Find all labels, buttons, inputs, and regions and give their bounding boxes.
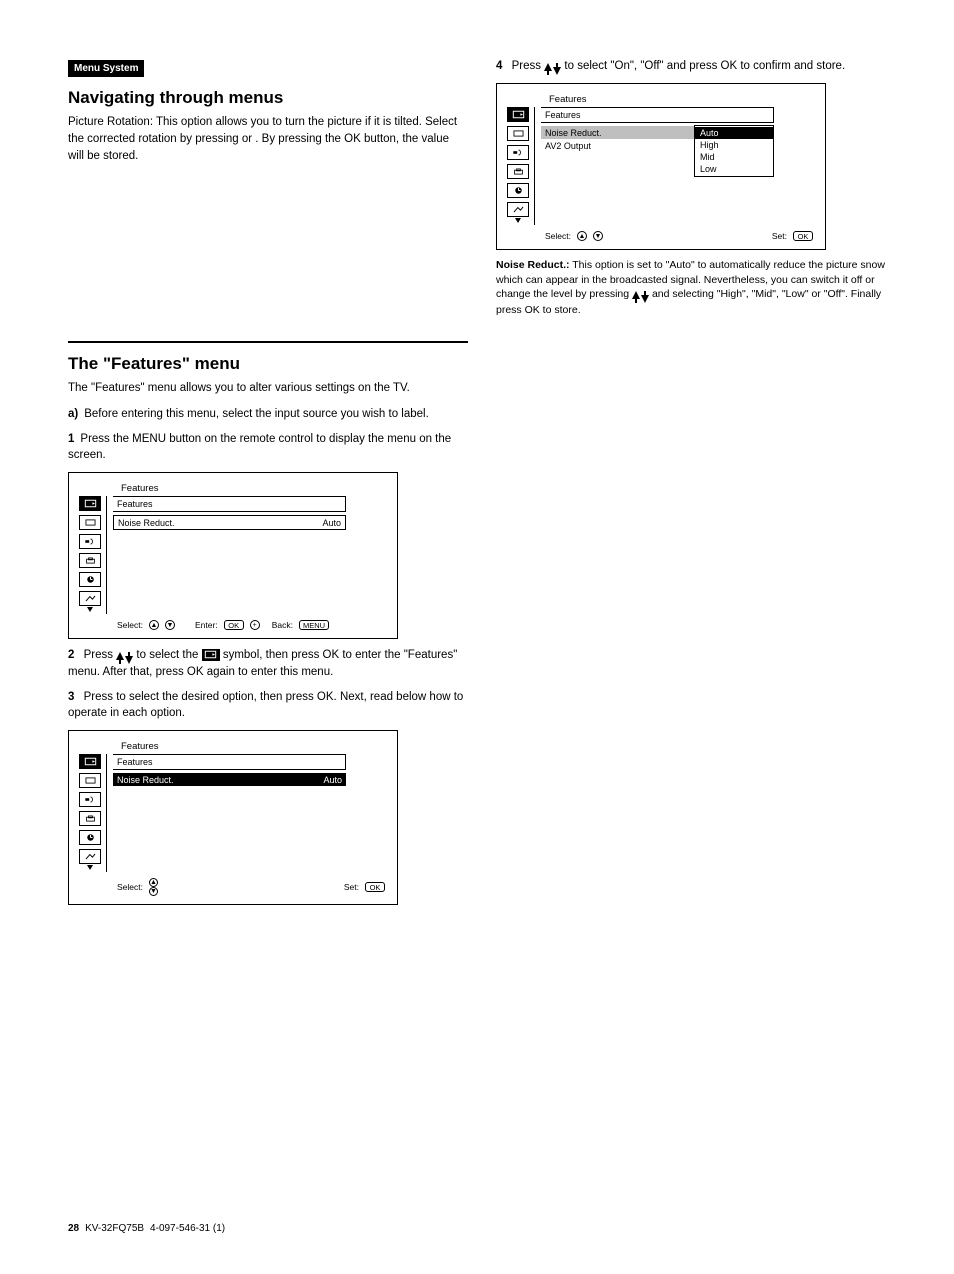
menu-icon-column (507, 107, 529, 223)
step-1: 1Press the MENU button on the remote con… (68, 431, 468, 464)
features-icon (79, 754, 101, 769)
setup-icon (79, 553, 101, 568)
step-4: 4 Press to select "On", "Off" and press … (496, 58, 896, 75)
setup-icon (79, 811, 101, 826)
option-dropdown: Auto High Mid Low (694, 125, 774, 177)
noise-reduct-para: Noise Reduct.: This option is set to "Au… (496, 258, 896, 318)
features-icon (507, 107, 529, 122)
tv-menu-panel-1: Features Features Noise Reduct (68, 472, 398, 639)
more-down-icon (515, 218, 521, 223)
tv-menu-panel-2: Features Features Noise Reduct (68, 730, 398, 905)
channel-icon (507, 202, 529, 217)
picture-icon (507, 126, 529, 141)
section-chip: Menu System (68, 60, 144, 77)
page-footer: 28 KV-32FQ75B 4-097-546-31 (1) (68, 1223, 225, 1234)
updown-icon (544, 63, 561, 75)
heading-navigating: Navigating through menus (68, 87, 468, 108)
timer-icon (79, 572, 101, 587)
picture-rotation-text: Picture Rotation: This option allows you… (68, 114, 468, 164)
timer-icon (79, 830, 101, 845)
sound-icon (79, 792, 101, 807)
channel-icon (79, 849, 101, 864)
features-intro: The "Features" menu allows you to alter … (68, 380, 468, 397)
heading-features: The "Features" menu (68, 353, 468, 374)
picture-icon (79, 515, 101, 530)
picture-icon (79, 773, 101, 788)
tv-menu-panel-3: Features Features (496, 83, 826, 250)
step-3: 3 Press to select the desired option, th… (68, 689, 468, 722)
section-separator (68, 341, 468, 343)
channel-icon (79, 591, 101, 606)
sound-icon (79, 534, 101, 549)
step-a: a)Before entering this menu, select the … (68, 406, 468, 423)
sound-icon (507, 145, 529, 160)
timer-icon (507, 183, 529, 198)
setup-icon (507, 164, 529, 179)
step-2: 2 Press to select the symbol, then press… (68, 647, 468, 681)
panel-hints: Select: ▲ ▼ Set: OK (545, 231, 813, 241)
features-icon (79, 496, 101, 511)
